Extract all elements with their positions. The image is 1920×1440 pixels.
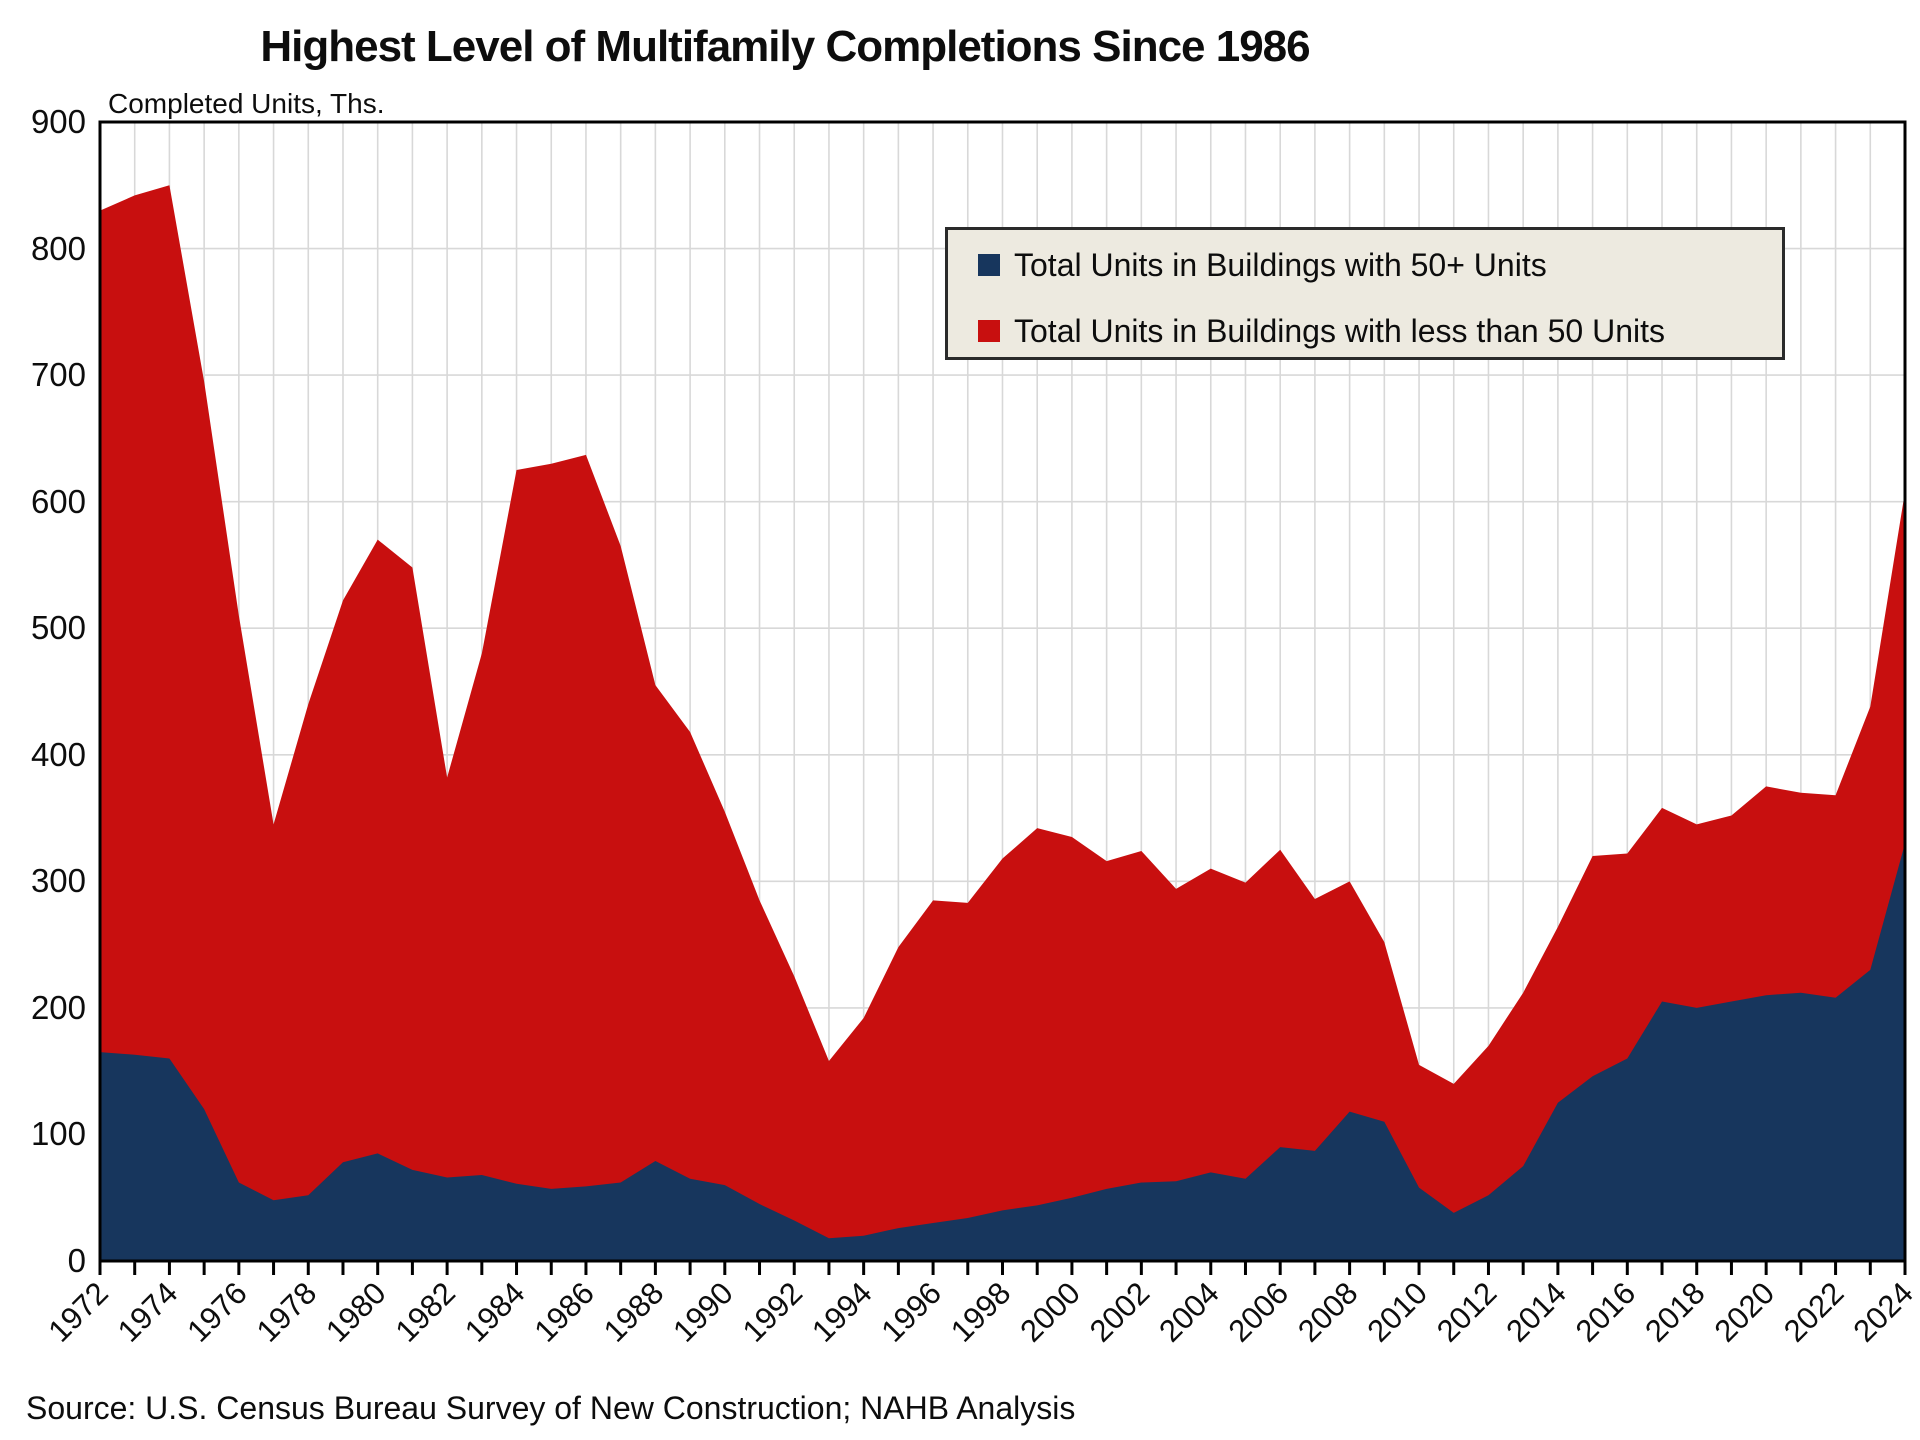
x-axis-year-label: 2022 bbox=[1777, 1275, 1851, 1349]
x-axis-year-label: 2000 bbox=[1013, 1275, 1087, 1349]
x-axis-year-label: 2016 bbox=[1569, 1275, 1643, 1349]
x-axis-year-label: 1988 bbox=[597, 1275, 671, 1349]
y-axis-tick-label: 500 bbox=[30, 609, 86, 647]
x-axis-year-label: 1992 bbox=[736, 1275, 810, 1349]
x-axis-year-label: 2006 bbox=[1222, 1275, 1296, 1349]
x-axis-year-label: 1986 bbox=[527, 1275, 601, 1349]
y-axis-tick-label: 0 bbox=[67, 1242, 86, 1279]
y-axis-tick-label: 400 bbox=[30, 735, 86, 773]
y-axis-tick-label: 700 bbox=[30, 356, 86, 394]
legend-swatch-less50-icon bbox=[978, 320, 1000, 342]
source-note: Source: U.S. Census Bureau Survey of New… bbox=[26, 1390, 1076, 1426]
y-axis-tick-label: 100 bbox=[30, 1115, 86, 1153]
x-axis-year-label: 1976 bbox=[180, 1275, 254, 1349]
x-axis-year-label: 1984 bbox=[458, 1275, 532, 1349]
y-axis-unit-label: Completed Units, Ths. bbox=[108, 88, 385, 119]
legend-label-50plus: Total Units in Buildings with 50+ Units bbox=[1014, 246, 1547, 283]
plot-area: 1972 1974 1976 1978 1980 1982 1984 1986 1988 1990… bbox=[41, 120, 1920, 1422]
legend-item-less50: Total Units in Buildings with less than … bbox=[978, 313, 1665, 349]
legend-item-50plus: Total Units in Buildings with 50+ Units bbox=[978, 247, 1547, 283]
x-axis-year-label: 2020 bbox=[1708, 1275, 1782, 1349]
y-axis-tick-label: 600 bbox=[30, 482, 86, 520]
x-axis-year-label: 2004 bbox=[1152, 1275, 1226, 1349]
x-axis-year-label: 1978 bbox=[250, 1275, 324, 1349]
x-axis-year-label: 2008 bbox=[1291, 1275, 1365, 1349]
x-axis-year-label: 2014 bbox=[1499, 1275, 1573, 1349]
x-axis-year-label: 2018 bbox=[1638, 1275, 1712, 1349]
x-axis-year-label: 2002 bbox=[1083, 1275, 1157, 1349]
x-axis-year-label: 2024 bbox=[1846, 1275, 1920, 1349]
y-axis-tick-labels: 0 100 200 300 400 500 600 700 800 900 bbox=[0, 0, 92, 1440]
y-axis-tick-label: 800 bbox=[30, 229, 86, 267]
chart-title: Highest Level of Multifamily Completions… bbox=[260, 22, 1310, 71]
x-axis-year-label: 2012 bbox=[1430, 1275, 1504, 1349]
x-axis-year-label: 1974 bbox=[111, 1275, 185, 1349]
x-axis-year-label: 1980 bbox=[319, 1275, 393, 1349]
y-axis-tick-label: 300 bbox=[30, 862, 86, 900]
x-axis-year-label: 1982 bbox=[389, 1275, 463, 1349]
x-axis-year-label: 1990 bbox=[666, 1275, 740, 1349]
y-axis-tick-label: 200 bbox=[30, 988, 86, 1026]
legend-swatch-50plus-icon bbox=[978, 254, 1000, 276]
x-axis-year-label: 1994 bbox=[805, 1275, 879, 1349]
stacked-area-chart: 1972197419761978198019821984198619881990… bbox=[41, 120, 1920, 1349]
legend-label-less50: Total Units in Buildings with less than … bbox=[1014, 312, 1665, 349]
x-axis-year-label: 1996 bbox=[875, 1275, 949, 1349]
x-axis-year-label: 2010 bbox=[1360, 1275, 1434, 1349]
y-axis-tick-label: 900 bbox=[30, 103, 86, 140]
legend-box: Total Units in Buildings with 50+ Units … bbox=[945, 227, 1785, 360]
x-axis-year-label: 1998 bbox=[944, 1275, 1018, 1349]
